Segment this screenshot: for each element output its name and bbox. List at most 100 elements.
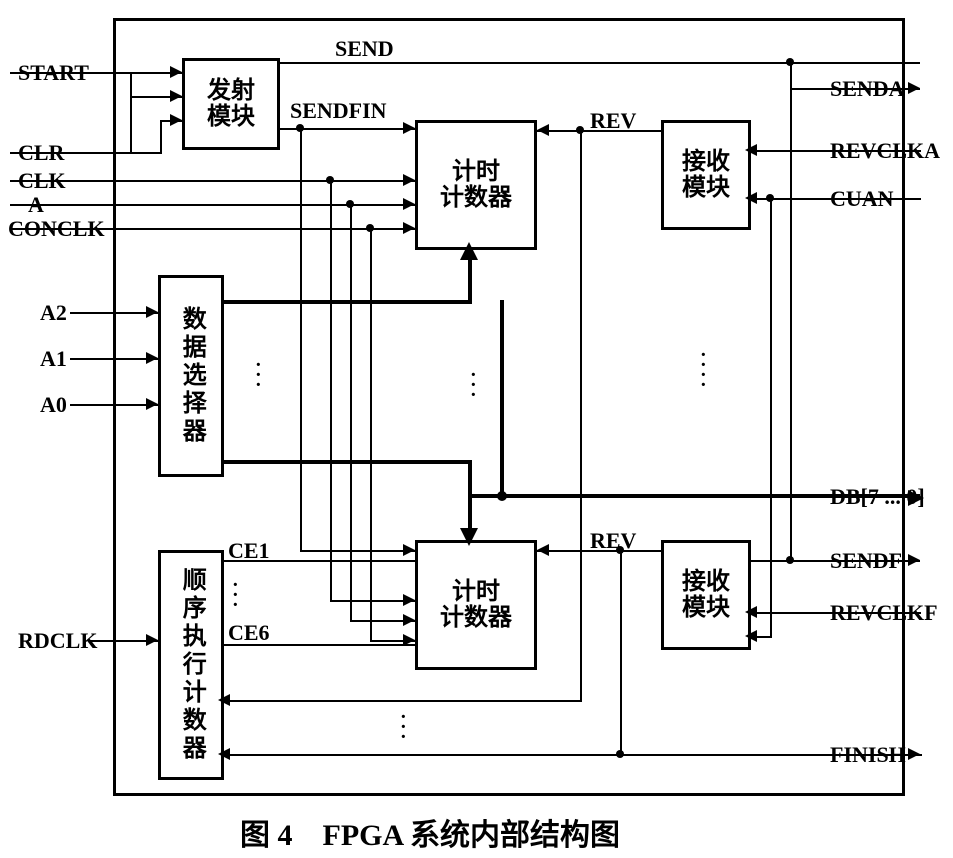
wire-cuan bbox=[751, 198, 921, 200]
block-timer2: 计时计数器 bbox=[415, 540, 537, 670]
dot-db bbox=[497, 491, 507, 501]
wire-clr-v bbox=[160, 120, 162, 154]
label-A1: A1 bbox=[40, 346, 67, 372]
wire-start bbox=[10, 72, 182, 74]
arrow-sendfin-t1 bbox=[403, 122, 415, 134]
wire-a1 bbox=[70, 358, 158, 360]
vdots-recv: ···· bbox=[700, 350, 707, 390]
dot-a bbox=[346, 200, 354, 208]
wire-db bbox=[468, 494, 920, 498]
wire-revclkf bbox=[751, 612, 921, 614]
block-recv2-label: 接收模块 bbox=[682, 569, 730, 622]
figure-caption: 图 4 FPGA 系统内部结构图 bbox=[240, 810, 620, 854]
caption-title: FPGA 系统内部结构图 bbox=[323, 819, 621, 852]
wire-rev1 bbox=[537, 130, 661, 132]
wire-send-top bbox=[280, 62, 920, 64]
caption-prefix: 图 4 bbox=[240, 819, 293, 852]
arrow-clr bbox=[170, 114, 182, 126]
arrow-clk-t2 bbox=[403, 594, 415, 606]
block-timer1: 计时计数器 bbox=[415, 120, 537, 250]
arrow-sendfin-t2 bbox=[403, 544, 415, 556]
block-recv2: 接收模块 bbox=[661, 540, 751, 650]
block-data-selector-label: 数据选择器 bbox=[178, 306, 204, 446]
arrow-start bbox=[170, 66, 182, 78]
block-transmit-label: 发射模块 bbox=[207, 78, 255, 131]
wire-rev2 bbox=[537, 550, 661, 552]
wire-datasel-out1 bbox=[224, 300, 470, 304]
wire-revclka bbox=[751, 150, 921, 152]
wire-datasel-out2 bbox=[224, 460, 470, 464]
wire-send-out bbox=[790, 88, 920, 90]
arrow-a-t1 bbox=[403, 198, 415, 210]
dot-sendf bbox=[786, 556, 794, 564]
arrow-clk-timer1 bbox=[403, 174, 415, 186]
block-recv1-label: 接收模块 bbox=[682, 149, 730, 202]
wire-conclk-v bbox=[370, 228, 372, 640]
arrow-datasel-t1 bbox=[460, 242, 478, 260]
vdots-datasel: ··· bbox=[255, 360, 262, 390]
wire-ce6 bbox=[224, 644, 415, 646]
arrow-rdclk bbox=[146, 634, 158, 646]
dot-conclk bbox=[366, 224, 374, 232]
diagram-root: 发射模块 数据选择器 顺序执行计数器 计时计数器 计时计数器 接收模块 接收模块… bbox=[0, 0, 953, 858]
block-seq-exec: 顺序执行计数器 bbox=[158, 550, 224, 780]
block-recv1: 接收模块 bbox=[661, 120, 751, 230]
arrow-a-t2 bbox=[403, 614, 415, 626]
label-A0: A0 bbox=[40, 392, 67, 418]
dot-send bbox=[786, 58, 794, 66]
arrow-clr2 bbox=[170, 90, 182, 102]
block-timer1-label: 计时计数器 bbox=[440, 159, 512, 212]
wire-a2 bbox=[70, 312, 158, 314]
wire-sendfin-t2 bbox=[300, 550, 415, 552]
arrow-sendf bbox=[908, 554, 920, 566]
label-CE6: CE6 bbox=[228, 620, 270, 646]
arrow-revclka bbox=[745, 144, 757, 156]
arrow-db bbox=[908, 490, 924, 506]
arrow-rev1 bbox=[537, 124, 549, 136]
block-data-selector: 数据选择器 bbox=[158, 275, 224, 477]
wire-a bbox=[10, 204, 415, 206]
arrow-rev2-seq bbox=[218, 748, 230, 760]
wire-conclk bbox=[10, 228, 415, 230]
label-SEND: SEND bbox=[335, 36, 394, 62]
wire-sendfin-v bbox=[300, 128, 302, 550]
block-timer2-label: 计时计数器 bbox=[440, 579, 512, 632]
arrow-conclk-t1 bbox=[403, 222, 415, 234]
wire-send-long-v bbox=[790, 88, 792, 560]
dot-finish bbox=[616, 750, 624, 758]
wire-a-v bbox=[350, 204, 352, 620]
arrow-cuan bbox=[745, 192, 757, 204]
wire-clk bbox=[10, 180, 415, 182]
dot-clk bbox=[326, 176, 334, 184]
wire-ce1 bbox=[224, 560, 415, 562]
wire-db-v bbox=[500, 300, 504, 498]
arrow-a1 bbox=[146, 352, 158, 364]
arrow-a2 bbox=[146, 306, 158, 318]
wire-rev2-seq bbox=[224, 754, 922, 756]
arrow-a0 bbox=[146, 398, 158, 410]
wire-clr-vlong bbox=[130, 72, 132, 154]
wire-rev1-seq bbox=[224, 700, 582, 702]
arrow-rev2 bbox=[537, 544, 549, 556]
arrow-datasel-t2 bbox=[460, 528, 478, 546]
wire-cuan-v bbox=[770, 198, 772, 636]
label-RDCLK: RDCLK bbox=[18, 628, 97, 654]
wire-rev1-down bbox=[580, 130, 582, 700]
wire-clr-h bbox=[10, 152, 162, 154]
dot-sendfin bbox=[296, 124, 304, 132]
wire-sendf-out bbox=[751, 560, 920, 562]
wire-clk-v bbox=[330, 180, 332, 600]
wire-a0 bbox=[70, 404, 158, 406]
block-seq-exec-label: 顺序执行计数器 bbox=[178, 567, 204, 763]
wire-rev2-down bbox=[620, 550, 622, 754]
arrow-cuan-recv2 bbox=[745, 630, 757, 642]
vdots-ce: ··· bbox=[232, 580, 239, 610]
arrow-finish bbox=[908, 748, 920, 760]
vdots-timer: ··· bbox=[470, 370, 477, 400]
arrow-revclkf bbox=[745, 606, 757, 618]
label-A2: A2 bbox=[40, 300, 67, 326]
wire-send-drop bbox=[790, 62, 792, 90]
block-transmit: 发射模块 bbox=[182, 58, 280, 150]
label-SENDFIN: SENDFIN bbox=[290, 98, 387, 124]
vdots-seq: ··· bbox=[400, 712, 407, 742]
